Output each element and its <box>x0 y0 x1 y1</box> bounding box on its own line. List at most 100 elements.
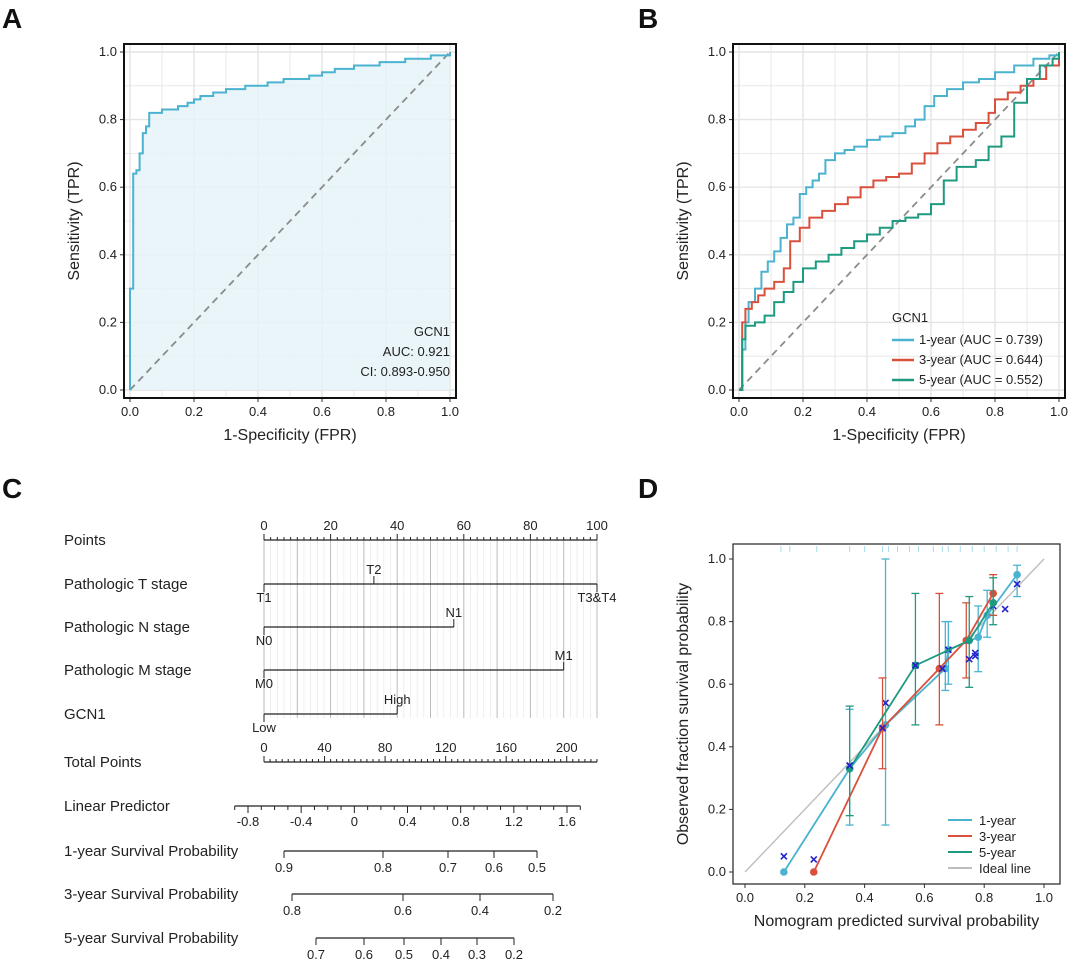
prob-tick-label: 0.7 <box>307 947 325 962</box>
y-tick-label: 0.4 <box>708 739 726 754</box>
level-label: M1 <box>555 648 573 663</box>
y-tick-label: 0.8 <box>99 112 117 127</box>
calibration-point <box>965 636 974 645</box>
roc-chart-a: 0.0 0.2 0.4 0.6 0.8 1.0 0.0 0.2 0.4 0.6 0.8 1.0 1-Sp… <box>66 43 459 444</box>
x-tick-label: 0.0 <box>730 404 748 419</box>
y-axis-label: Sensitivity (TPR) <box>675 161 692 280</box>
annotation-text: AUC: 0.921 <box>383 344 450 359</box>
plot-frame <box>732 43 1066 399</box>
prob-tick-label: 0.5 <box>528 860 546 875</box>
reference-diagonal <box>129 51 451 391</box>
y-tick-label: 0.6 <box>708 179 726 194</box>
x-tick-label: 0.2 <box>185 404 203 419</box>
row-label: Total Points <box>64 754 142 771</box>
y-tick-label: 0.4 <box>708 247 726 262</box>
lp-tick-label: 1.2 <box>505 814 523 829</box>
y-axis-label: Observed fraction survival probability <box>675 583 692 845</box>
y-tick-label: 0.8 <box>708 112 726 127</box>
scale-tick-label: 60 <box>457 518 471 533</box>
prob-tick-label: 0.6 <box>394 903 412 918</box>
legend-label: 3-year (AUC = 0.644) <box>919 352 1043 367</box>
level-label: High <box>384 692 411 707</box>
x-tick-label: 1.0 <box>1050 404 1068 419</box>
roc-curve-5y <box>739 52 1060 391</box>
x-tick-label: 0.2 <box>794 404 812 419</box>
x-tick-label: 0.6 <box>915 890 933 905</box>
calibration-line <box>848 602 994 770</box>
level-label: T2 <box>366 562 381 577</box>
x-tick-label: 0.2 <box>796 890 814 905</box>
x-tick-label: 0.4 <box>249 404 267 419</box>
y-tick-label: 0.0 <box>99 382 117 397</box>
x-axis-label: Nomogram predicted survival probability <box>754 913 1039 930</box>
lp-tick-label: -0.8 <box>237 814 259 829</box>
level-label: T3&T4 <box>577 590 616 605</box>
prob-tick-label: 0.7 <box>439 860 457 875</box>
lp-tick-label: 1.6 <box>558 814 576 829</box>
row-label: Pathologic N stage <box>64 619 190 636</box>
lp-tick-label: 0.8 <box>452 814 470 829</box>
y-tick-label: 0.2 <box>708 314 726 329</box>
level-label: M0 <box>255 676 273 691</box>
plot-frame <box>123 43 457 399</box>
row-label: Pathologic T stage <box>64 576 188 593</box>
scale-tick-label: 120 <box>435 740 457 755</box>
y-tick-label: 0.0 <box>708 382 726 397</box>
annotation-text: CI: 0.893-0.950 <box>360 364 450 379</box>
prob-tick-label: 0.4 <box>471 903 489 918</box>
prob-tick-label: 0.5 <box>395 947 413 962</box>
legend-label: 3-year <box>979 829 1017 844</box>
panel-letter-c: C <box>2 473 22 504</box>
x-tick-label: 0.6 <box>313 404 331 419</box>
bootstrap-marker <box>911 661 919 669</box>
y-tick-label: 0.2 <box>99 314 117 329</box>
level-label: Low <box>252 720 276 735</box>
panel-letter-d: D <box>638 473 658 504</box>
legend-title: GCN1 <box>892 310 928 325</box>
row-label: 3-year Survival Probability <box>64 886 239 903</box>
calibration-line <box>783 574 1018 873</box>
row-label: Points <box>64 532 106 549</box>
prob-tick-label: 0.9 <box>275 860 293 875</box>
scale-tick-label: 160 <box>495 740 517 755</box>
x-tick-label: 0.4 <box>856 890 874 905</box>
y-tick-label: 0.0 <box>708 864 726 879</box>
bootstrap-marker <box>1001 605 1009 613</box>
prob-tick-label: 0.8 <box>374 860 392 875</box>
calibration-point <box>809 868 818 876</box>
calibration-point <box>983 611 991 620</box>
prob-tick-label: 0.2 <box>505 947 523 962</box>
lp-tick-label: 0.4 <box>398 814 416 829</box>
y-tick-label: 1.0 <box>708 44 726 59</box>
calibration-point <box>989 599 997 607</box>
calibration-chart: 0.0 0.2 0.4 0.6 0.8 1.0 0.0 0.2 0.4 0.6 0.8 1.0 Nomo… <box>675 543 1061 930</box>
y-tick-label: 0.4 <box>99 247 117 262</box>
y-tick-label: 1.0 <box>708 551 726 566</box>
legend-label: 5-year (AUC = 0.552) <box>919 372 1043 387</box>
calibration-point <box>780 868 788 876</box>
scale-tick-label: 80 <box>378 740 392 755</box>
scale-tick-label: 0 <box>260 518 267 533</box>
x-tick-label: 0.4 <box>858 404 876 419</box>
row-label: 5-year Survival Probability <box>64 930 239 947</box>
bootstrap-marker <box>810 855 818 864</box>
scale-tick-label: 200 <box>556 740 578 755</box>
prob-tick-label: 0.6 <box>485 860 503 875</box>
x-tick-label: 0.8 <box>975 890 993 905</box>
x-axis-label: 1-Specificity (FPR) <box>223 427 356 444</box>
y-tick-label: 1.0 <box>99 44 117 59</box>
scale-tick-label: 40 <box>390 518 404 533</box>
calibration-point <box>974 633 983 642</box>
bootstrap-marker <box>1013 580 1021 588</box>
row-label: GCN1 <box>64 706 106 723</box>
prob-tick-label: 0.3 <box>468 947 486 962</box>
bootstrap-marker <box>881 699 890 707</box>
x-axis-label: 1-Specificity (FPR) <box>832 427 965 444</box>
bootstrap-marker <box>846 762 854 770</box>
prob-tick-label: 0.8 <box>283 903 301 918</box>
scale-tick-label: 100 <box>586 518 608 533</box>
row-label: Linear Predictor <box>64 798 170 815</box>
y-tick-label: 0.2 <box>708 801 726 816</box>
x-tick-label: 1.0 <box>1035 890 1053 905</box>
